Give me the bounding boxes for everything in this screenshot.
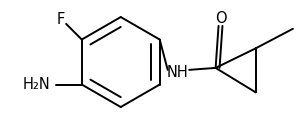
Text: F: F <box>56 12 64 27</box>
Text: H₂N: H₂N <box>23 77 51 92</box>
Text: O: O <box>215 11 226 26</box>
Text: NH: NH <box>167 65 188 80</box>
